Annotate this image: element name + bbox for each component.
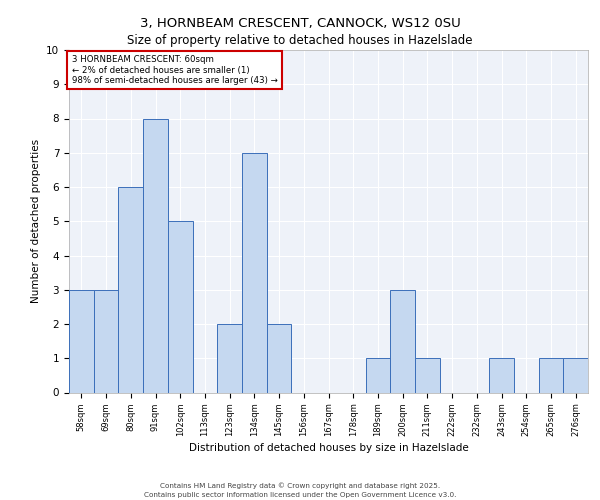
Text: 3, HORNBEAM CRESCENT, CANNOCK, WS12 0SU: 3, HORNBEAM CRESCENT, CANNOCK, WS12 0SU: [140, 18, 460, 30]
Bar: [143, 118, 168, 392]
Bar: [489, 358, 514, 392]
Bar: [415, 358, 440, 392]
Bar: [242, 153, 267, 392]
Bar: [563, 358, 588, 392]
Bar: [267, 324, 292, 392]
X-axis label: Distribution of detached houses by size in Hazelslade: Distribution of detached houses by size …: [188, 443, 469, 453]
Bar: [94, 290, 118, 392]
Text: Size of property relative to detached houses in Hazelslade: Size of property relative to detached ho…: [127, 34, 473, 47]
Text: Contains HM Land Registry data © Crown copyright and database right 2025.
Contai: Contains HM Land Registry data © Crown c…: [144, 482, 456, 498]
Bar: [168, 221, 193, 392]
Bar: [365, 358, 390, 392]
Bar: [390, 290, 415, 392]
Text: 3 HORNBEAM CRESCENT: 60sqm
← 2% of detached houses are smaller (1)
98% of semi-d: 3 HORNBEAM CRESCENT: 60sqm ← 2% of detac…: [71, 55, 277, 85]
Bar: [118, 187, 143, 392]
Bar: [539, 358, 563, 392]
Bar: [69, 290, 94, 392]
Y-axis label: Number of detached properties: Number of detached properties: [31, 139, 41, 304]
Bar: [217, 324, 242, 392]
